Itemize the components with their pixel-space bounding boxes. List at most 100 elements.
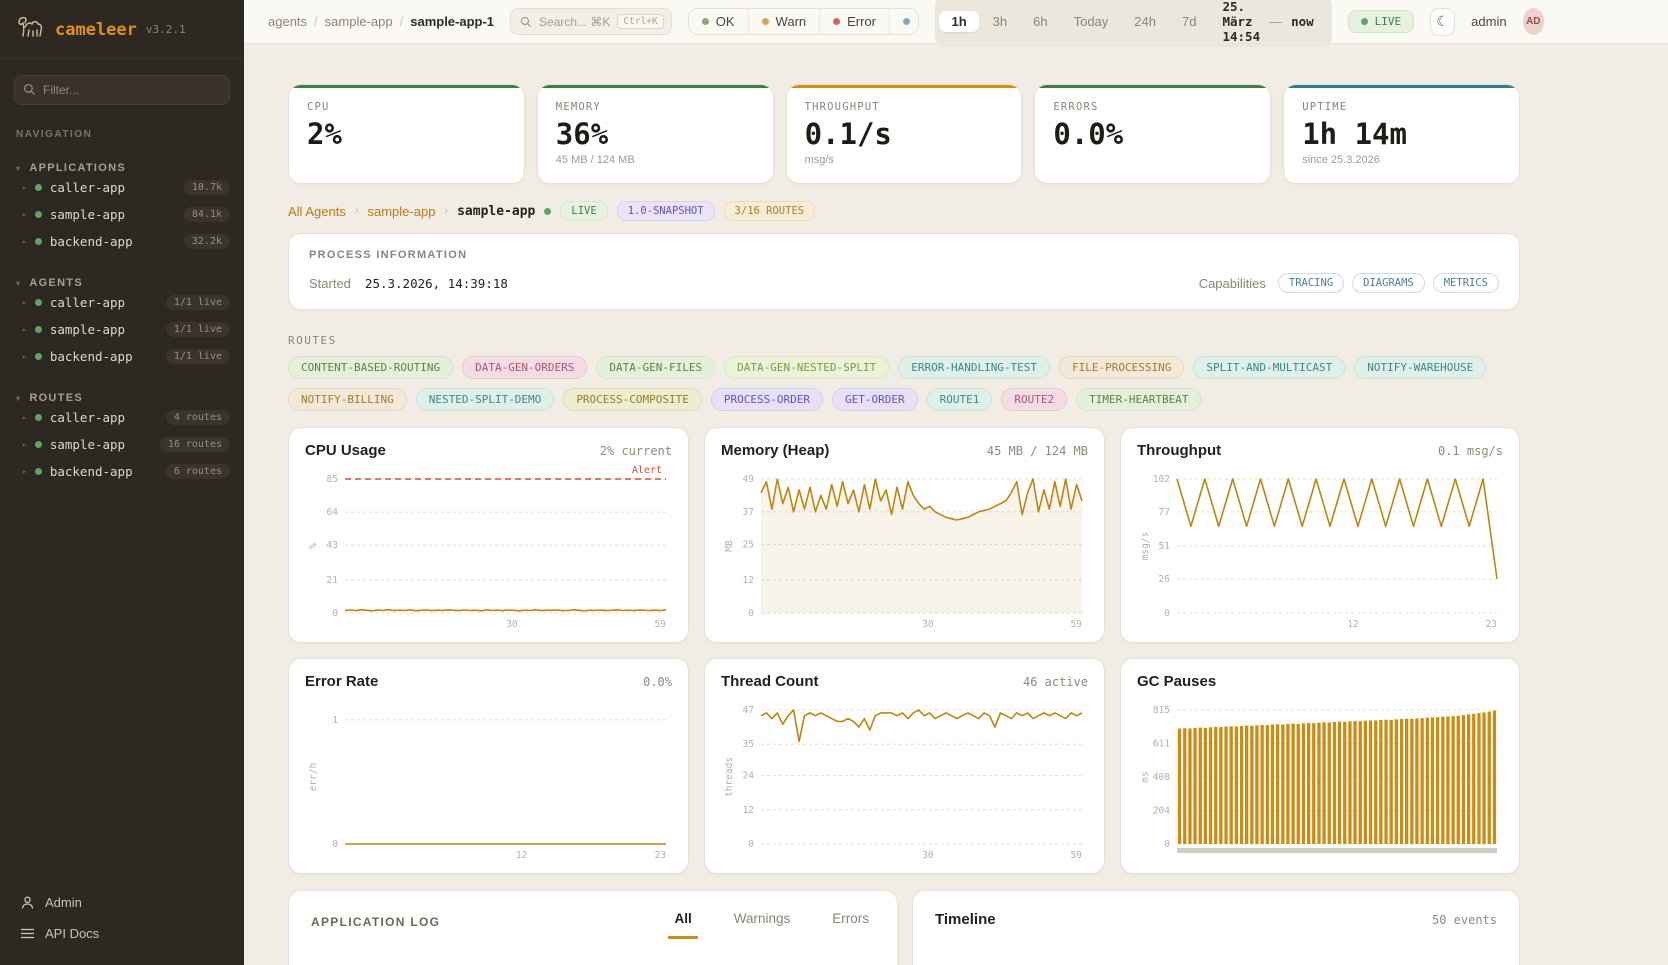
svg-text:23: 23 xyxy=(1486,619,1497,630)
status-filter-warn[interactable]: Warn xyxy=(749,9,821,34)
status-filter-running[interactable]: Running xyxy=(890,9,918,34)
chart-stat: 46 active xyxy=(1022,675,1088,689)
time-range-3h[interactable]: 3h xyxy=(981,11,1019,32)
main-area: agents / sample-app / sample-app-1 Searc… xyxy=(244,0,1668,965)
route-chip[interactable]: TIMER-HEARTBEAT xyxy=(1076,388,1202,411)
count-badge: 10.7k xyxy=(183,180,230,195)
kpi-label: CPU xyxy=(307,101,330,113)
api-docs-link[interactable]: API Docs xyxy=(16,918,228,949)
time-range-24h[interactable]: 24h xyxy=(1122,11,1168,32)
menu-icon xyxy=(21,928,34,939)
route-chip[interactable]: FILE-PROCESSING xyxy=(1059,356,1185,379)
count-badge: 1/1 live xyxy=(165,322,230,337)
route-chip[interactable]: CONTENT-BASED-ROUTING xyxy=(288,356,454,379)
status-dot xyxy=(34,441,42,448)
route-chip[interactable]: NOTIFY-WAREHOUSE xyxy=(1354,356,1487,379)
breadcrumb-separator: / xyxy=(399,14,404,29)
route-chip[interactable]: NOTIFY-BILLING xyxy=(288,388,407,411)
kpi-label: THROUGHPUT xyxy=(804,101,880,113)
ok-status-dot xyxy=(701,18,709,25)
route-chip[interactable]: NESTED-SPLIT-DEMO xyxy=(415,388,555,411)
section-header-agents[interactable]: ▾ AGENTS xyxy=(0,277,244,289)
count-badge: 1/1 live xyxy=(165,295,230,310)
admin-label: Admin xyxy=(45,895,82,910)
sidebar-item-sample-app[interactable]: ▸ sample-app 84.1k xyxy=(0,201,244,228)
date-from: 25. März 14:54 xyxy=(1222,0,1261,44)
time-range-today[interactable]: Today xyxy=(1062,11,1121,32)
route-chip[interactable]: DATA-GEN-NESTED-SPLIT xyxy=(724,356,890,379)
sample-app-link[interactable]: sample-app xyxy=(367,203,436,219)
sidebar-section-applications: ▾ APPLICATIONS ▸ caller-app 10.7k ▸ samp… xyxy=(0,162,244,255)
route-chip[interactable]: GET-ORDER xyxy=(832,388,918,411)
app-logo[interactable]: cameleer v3.2.1 xyxy=(0,0,244,59)
chart-title: Error Rate xyxy=(305,673,379,690)
error-rate-plot: 1 0 err/h 12 23 xyxy=(305,694,672,862)
bottom-row: APPLICATION LOG All Warnings Errors Time… xyxy=(288,890,1520,965)
kpi-sub: 45 MB / 124 MB xyxy=(555,154,635,166)
chart-card-throughput: Throughput 0.1 msg/s 102 77 51 26 0 msg/s 12 23 xyxy=(1120,427,1520,643)
status-dot xyxy=(34,211,42,218)
sidebar-item-agent-sample-app[interactable]: ▸ sample-app 1/1 live xyxy=(0,316,244,343)
chevron-right-icon: ▸ xyxy=(22,237,27,246)
kpi-value: 2% xyxy=(307,117,342,151)
person-icon xyxy=(21,896,34,909)
sidebar-item-routes-caller-app[interactable]: ▸ caller-app 4 routes xyxy=(0,404,244,431)
avatar[interactable]: AD xyxy=(1522,8,1544,35)
route-chip[interactable]: ROUTE1 xyxy=(926,388,993,411)
route-chip[interactable]: PROCESS-ORDER xyxy=(710,388,823,411)
item-label: caller-app xyxy=(49,410,126,425)
date-range-display[interactable]: 25. März 14:54 — now xyxy=(1210,0,1327,44)
status-filter-error[interactable]: Error xyxy=(820,9,891,34)
all-agents-link[interactable]: All Agents xyxy=(288,203,346,219)
svg-text:0: 0 xyxy=(1164,839,1170,850)
breadcrumb-agents[interactable]: agents xyxy=(268,14,308,29)
status-dot xyxy=(34,353,42,360)
theme-toggle[interactable]: ☾ xyxy=(1430,7,1456,36)
process-info-title: PROCESS INFORMATION xyxy=(309,249,468,261)
sidebar-section-agents: ▾ AGENTS ▸ caller-app 1/1 live ▸ sample-… xyxy=(0,277,244,370)
route-chip[interactable]: ROUTE2 xyxy=(1001,388,1068,411)
time-range-7d[interactable]: 7d xyxy=(1170,11,1208,32)
breadcrumb: agents / sample-app / sample-app-1 xyxy=(268,14,494,29)
sidebar-item-agent-backend-app[interactable]: ▸ backend-app 1/1 live xyxy=(0,343,244,370)
sidebar-footer: Admin API Docs xyxy=(0,877,244,965)
date-to: now xyxy=(1291,14,1314,29)
route-chip[interactable]: SPLIT-AND-MULTICAST xyxy=(1193,356,1346,379)
filter-input[interactable] xyxy=(14,75,230,105)
sidebar-item-caller-app[interactable]: ▸ caller-app 10.7k xyxy=(0,174,244,201)
error-status-dot xyxy=(833,18,841,25)
application-log-panel: APPLICATION LOG All Warnings Errors xyxy=(288,890,898,965)
route-chip[interactable]: DATA-GEN-FILES xyxy=(596,356,716,379)
nav-label: NAVIGATION xyxy=(16,129,93,140)
kpi-accent-bar xyxy=(1035,85,1271,88)
live-badge[interactable]: LIVE xyxy=(1347,10,1415,33)
chart-title: GC Pauses xyxy=(1137,673,1217,690)
kpi-card-throughput: THROUGHPUT 0.1/s msg/s xyxy=(785,84,1023,184)
route-chip[interactable]: DATA-GEN-ORDERS xyxy=(462,356,588,379)
route-chip[interactable]: PROCESS-COMPOSITE xyxy=(563,388,702,411)
sidebar-item-backend-app[interactable]: ▸ backend-app 32.2k xyxy=(0,228,244,255)
tab-warnings[interactable]: Warnings xyxy=(733,911,791,926)
section-header-applications[interactable]: ▾ APPLICATIONS xyxy=(0,162,244,174)
time-range-6h[interactable]: 6h xyxy=(1021,11,1059,32)
app-name: cameleer xyxy=(55,19,137,40)
agent-separator: › xyxy=(444,205,449,217)
sidebar-item-agent-caller-app[interactable]: ▸ caller-app 1/1 live xyxy=(0,289,244,316)
section-label: APPLICATIONS xyxy=(29,162,127,174)
svg-text:12: 12 xyxy=(743,805,754,816)
status-filter-label: OK xyxy=(715,14,735,29)
breadcrumb-sample-app[interactable]: sample-app xyxy=(324,14,393,29)
time-range-1h[interactable]: 1h xyxy=(939,11,979,32)
status-filter-label: Running xyxy=(917,14,918,29)
search-input[interactable]: Search... ⌘K Ctrl+K xyxy=(510,8,672,35)
sidebar-item-routes-backend-app[interactable]: ▸ backend-app 6 routes xyxy=(0,458,244,485)
status-filter-ok[interactable]: OK xyxy=(689,9,749,34)
search-placeholder: Search... ⌘K xyxy=(539,14,611,29)
sidebar-item-routes-sample-app[interactable]: ▸ sample-app 16 routes xyxy=(0,431,244,458)
tab-all[interactable]: All xyxy=(668,911,698,939)
admin-link[interactable]: Admin xyxy=(16,887,228,918)
section-header-routes[interactable]: ▾ ROUTES xyxy=(0,392,244,404)
tab-errors[interactable]: Errors xyxy=(832,911,869,926)
route-chip[interactable]: ERROR-HANDLING-TEST xyxy=(898,356,1051,379)
agent-breadcrumb-bar: All Agents › sample-app › sample-app LIV… xyxy=(288,201,1520,221)
